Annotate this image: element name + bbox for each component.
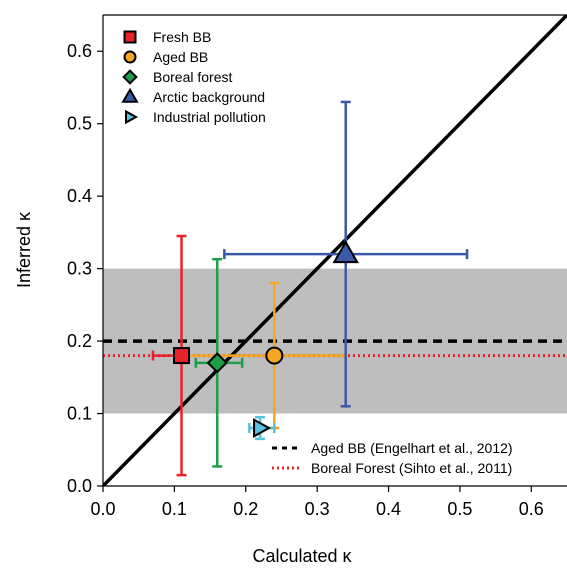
- legend-label: Fresh BB: [153, 29, 211, 45]
- legend-marker-0: [123, 30, 137, 44]
- legend-label: Aged BB: [153, 49, 208, 65]
- legend-marker-2: [122, 69, 138, 85]
- data-point-industrial-pollution: [253, 418, 272, 438]
- x-tick-label: 0.3: [305, 499, 330, 519]
- legend-bottom: Aged BB (Engelhart et al., 2012) Boreal F…: [272, 440, 513, 476]
- legend-top: Fresh BB Aged BB Boreal forest Arctic backg…: [121, 29, 266, 125]
- one-to-one-line-layer: [103, 15, 567, 486]
- y-axis-title: Inferred κ: [14, 211, 34, 288]
- legend-label: Boreal forest: [153, 69, 232, 85]
- y-tick-label: 0.1: [67, 404, 92, 424]
- marker-layer: [173, 240, 359, 438]
- y-tick-label: 0.6: [67, 41, 92, 61]
- x-tick-label: 0.1: [162, 499, 187, 519]
- tick-layer: 0.0 0.1 0.2 0.3 0.4 0.5 0.6 0.0 0.1 0.2 0.3 0.4 0.5 0…: [67, 41, 544, 519]
- x-tick-label: 0.0: [90, 499, 115, 519]
- legend-marker-3: [121, 87, 139, 103]
- y-tick-label: 0.0: [67, 476, 92, 496]
- y-tick-label: 0.5: [67, 114, 92, 134]
- data-point-fresh-bb: [173, 347, 191, 365]
- data-point-aged-bb: [265, 346, 284, 365]
- data-point-boreal-forest: [206, 352, 228, 374]
- x-axis-title: Calculated κ: [252, 546, 352, 566]
- legend-label: Industrial pollution: [153, 109, 266, 125]
- y-tick-label: 0.4: [67, 186, 92, 206]
- legend-label: Arctic background: [153, 89, 265, 105]
- x-tick-label: 0.4: [376, 499, 401, 519]
- legend-line-label: Aged BB (Engelhart et al., 2012): [311, 440, 513, 456]
- legend-line-label: Boreal Forest (Sihto et al., 2011): [311, 460, 512, 476]
- x-tick-label: 0.6: [519, 499, 544, 519]
- x-tick-label: 0.5: [447, 499, 472, 519]
- y-tick-label: 0.2: [67, 331, 92, 351]
- axes-layer: [102, 14, 567, 487]
- y-tick-label: 0.3: [67, 259, 92, 279]
- x-tick-label: 0.2: [233, 499, 258, 519]
- data-point-arctic-background: [332, 240, 359, 264]
- legend-marker-4: [125, 109, 139, 125]
- one-to-one-line: [103, 15, 567, 486]
- legend-marker-1: [123, 50, 137, 64]
